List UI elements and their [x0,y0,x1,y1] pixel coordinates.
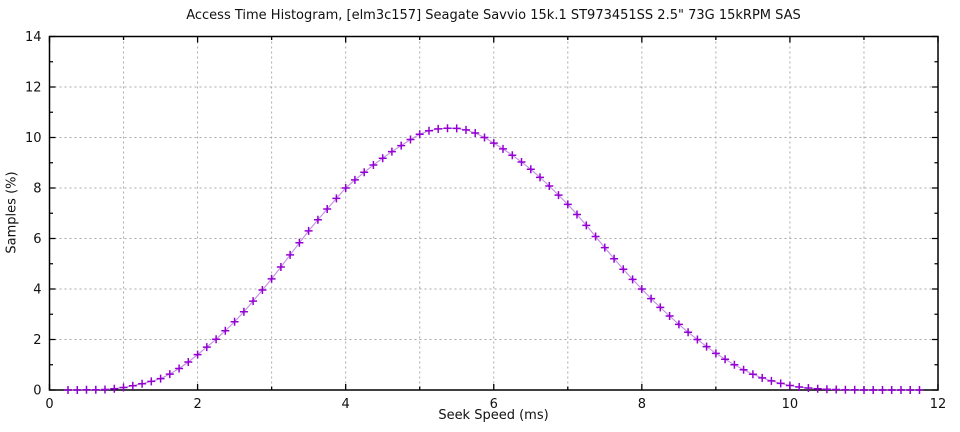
y-tick-label: 14 [25,30,42,45]
x-tick-label: 10 [782,397,799,412]
y-tick-label: 10 [25,131,42,146]
y-axis-label: Samples (%) [4,171,20,254]
x-tick-label: 0 [45,397,53,412]
y-tick-label: 4 [33,283,41,298]
gridlines [49,36,938,390]
x-tick-label: 12 [930,397,947,412]
x-tick-label: 2 [193,397,201,412]
y-tick-label: 12 [25,81,42,96]
chart-title: Access Time Histogram, [elm3c157] Seagat… [186,8,801,23]
data-point-markers [64,124,924,394]
x-tick-label: 8 [638,397,646,412]
y-tick-label: 6 [33,232,41,247]
x-tick-label: 6 [490,397,498,412]
x-axis-label: Seek Speed (ms) [438,408,549,423]
y-tick-label: 2 [33,333,41,348]
x-tick-label: 4 [342,397,350,412]
y-tick-label: 0 [33,384,41,399]
y-tick-label: 8 [33,182,41,197]
